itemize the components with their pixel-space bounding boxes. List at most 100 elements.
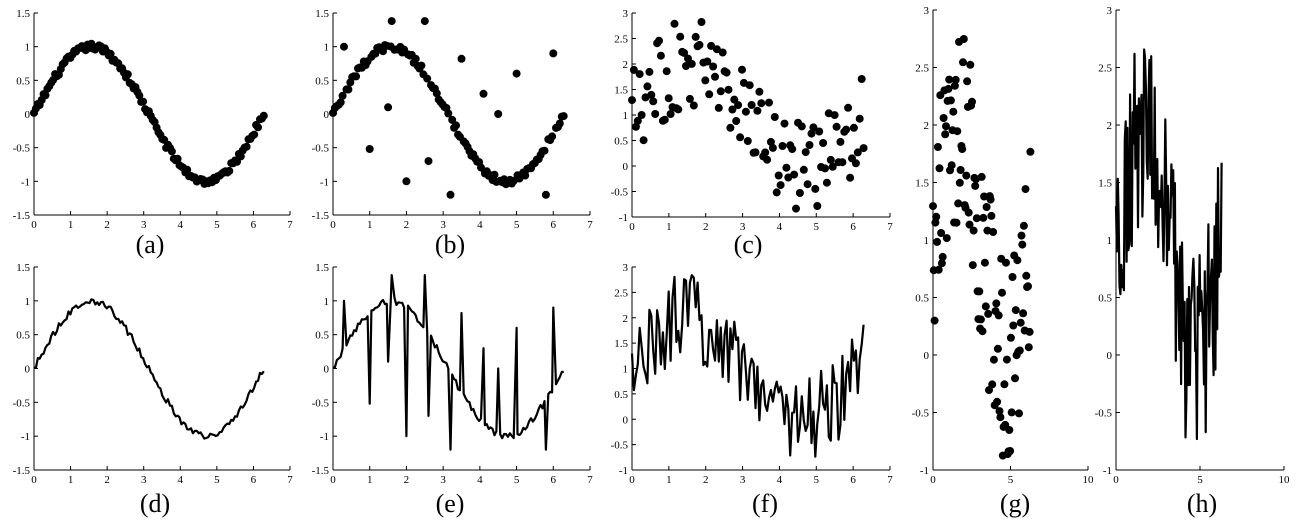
data-point	[1024, 282, 1032, 291]
y-tick-label: 0	[324, 364, 330, 376]
x-tick-label: 4	[777, 221, 783, 233]
y-tick-label: -1	[619, 465, 628, 477]
y-tick-label: -0.5	[611, 440, 629, 452]
y-tick-label: 0	[25, 109, 31, 121]
x-tick-label: 1	[367, 219, 373, 231]
data-point	[830, 111, 839, 120]
y-tick-label: 0.5	[915, 293, 929, 305]
x-tick-label: 0	[629, 474, 635, 486]
x-tick-label: 5	[814, 221, 820, 233]
data-point	[947, 161, 956, 170]
y-tick-label: -1.5	[13, 210, 31, 222]
data-point	[813, 202, 822, 210]
data-point	[849, 123, 858, 132]
panel-label: (h)	[1187, 489, 1217, 518]
y-tick-label: 1.5	[16, 8, 30, 20]
data-point	[628, 96, 636, 105]
data-point	[932, 212, 941, 221]
x-tick-label: 5	[1197, 474, 1203, 486]
y-tick-label: -0.5	[312, 143, 330, 155]
data-point	[674, 105, 683, 114]
y-tick-label: 0.5	[614, 389, 628, 401]
data-point	[649, 97, 658, 106]
data-point	[842, 125, 851, 134]
x-tick-label: 5	[514, 219, 520, 231]
data-point	[751, 148, 760, 157]
data-point	[259, 111, 268, 120]
data-point	[548, 132, 557, 141]
data-point	[933, 237, 942, 246]
data-point	[772, 188, 781, 197]
data-point	[853, 148, 862, 157]
data-point	[799, 165, 808, 174]
x-tick-label: 1	[367, 474, 373, 486]
data-point	[986, 195, 995, 204]
y-tick-label: 0	[1107, 350, 1113, 362]
x-tick-label: 0	[31, 474, 37, 486]
data-point	[743, 137, 752, 145]
data-point	[1016, 318, 1025, 327]
data-point	[479, 89, 488, 98]
data-point	[937, 259, 946, 268]
data-point	[859, 144, 868, 153]
y-tick-label: 1	[25, 42, 31, 54]
data-point	[384, 103, 393, 112]
y-tick-label: 1	[1107, 235, 1113, 247]
data-point	[123, 70, 132, 79]
data-point	[639, 136, 648, 145]
data-point	[959, 58, 967, 67]
data-point	[402, 177, 411, 186]
data-point	[988, 380, 997, 389]
y-tick-label: 1.5	[315, 8, 329, 20]
x-tick-label: 5	[214, 219, 220, 231]
data-point	[998, 288, 1006, 297]
data-point	[183, 165, 192, 174]
data-point	[477, 163, 485, 172]
data-point	[805, 141, 814, 149]
y-tick-label: 1.5	[1098, 178, 1112, 190]
data-point	[1005, 426, 1014, 434]
y-tick-label: -0.5	[912, 408, 930, 420]
data-point	[977, 172, 986, 181]
data-point	[801, 148, 810, 157]
data-point	[1021, 185, 1030, 194]
series-line	[33, 298, 265, 440]
y-tick-label: -1	[619, 212, 628, 224]
y-tick-label: 0	[924, 350, 930, 362]
x-tick-label: 2	[104, 219, 110, 231]
y-tick-label: 1	[25, 296, 31, 308]
y-tick-label: 2.5	[614, 34, 628, 46]
data-point	[490, 170, 499, 179]
data-point	[1017, 231, 1026, 240]
x-tick-label: 2	[404, 474, 410, 486]
x-tick-label: 6	[251, 219, 257, 231]
data-point	[945, 75, 954, 84]
panel-e: 0 1 2 3 4 5 6 7 -1.5 -1 -0.5 0 0.5 1 1.5 (e)	[312, 262, 594, 518]
data-point	[933, 143, 942, 151]
data-point	[958, 145, 967, 154]
x-tick-label: 1	[68, 474, 74, 486]
data-point	[741, 107, 750, 116]
y-tick-label: 1.5	[16, 262, 30, 274]
panel-label: (f)	[752, 489, 778, 518]
data-point	[666, 110, 675, 118]
x-tick-label: 1	[666, 221, 672, 233]
data-point	[989, 355, 998, 364]
data-point	[734, 101, 743, 110]
y-tick-label: 1.5	[915, 178, 929, 190]
data-point	[662, 67, 671, 76]
data-point	[664, 94, 673, 103]
x-tick-label: 3	[740, 221, 746, 233]
data-point	[703, 57, 712, 66]
x-tick-label: 5	[1008, 474, 1014, 486]
data-point	[935, 164, 944, 173]
data-point	[803, 180, 812, 189]
y-tick-label: -1.5	[312, 210, 330, 222]
x-tick-label: 2	[703, 221, 709, 233]
data-point	[1006, 333, 1015, 342]
data-point	[790, 170, 799, 179]
y-tick-label: 2	[924, 120, 930, 132]
x-tick-label: 5	[814, 474, 820, 486]
data-point	[701, 76, 710, 85]
